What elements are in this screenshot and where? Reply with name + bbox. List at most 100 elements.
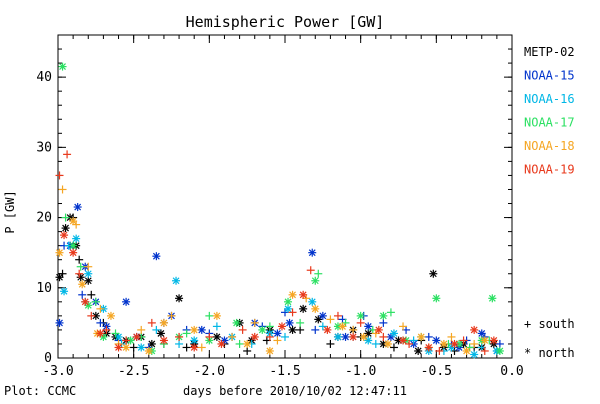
- point-north-noaa-19: [96, 329, 105, 338]
- point-north-noaa-17: [69, 241, 78, 250]
- point-north-noaa-19: [424, 343, 433, 352]
- point-south-noaa-17: [111, 329, 120, 338]
- point-north-noaa-18: [190, 325, 199, 334]
- point-north-noaa-15: [122, 297, 131, 306]
- point-north-noaa-15: [364, 322, 373, 331]
- point-north-noaa-17: [58, 62, 67, 71]
- x-tick-label: -2.5: [118, 364, 149, 379]
- point-north-noaa-15: [55, 318, 64, 327]
- point-south-noaa-19: [306, 266, 315, 275]
- y-tick-label: 30: [36, 140, 52, 155]
- point-north-noaa-18: [122, 343, 131, 352]
- point-south-noaa-18: [349, 325, 358, 334]
- y-tick-label: 40: [36, 70, 52, 85]
- point-north-noaa-16: [190, 336, 199, 345]
- y-tick-label: 0: [44, 351, 52, 366]
- legend-entry: NOAA-15: [524, 69, 575, 83]
- point-north-metp-02: [175, 294, 184, 303]
- point-north-noaa-19: [374, 325, 383, 334]
- point-north-noaa-19: [299, 290, 308, 299]
- point-north-noaa-18: [78, 280, 87, 289]
- point-south-noaa-19: [379, 332, 388, 341]
- point-north-noaa-15: [285, 318, 294, 327]
- point-north-noaa-19: [399, 336, 408, 345]
- point-north-noaa-18: [383, 339, 392, 348]
- point-north-noaa-18: [359, 332, 368, 341]
- point-south-metp-02: [326, 339, 335, 348]
- point-north-noaa-19: [69, 248, 78, 257]
- point-south-noaa-18: [273, 336, 282, 345]
- point-north-noaa-15: [341, 332, 350, 341]
- point-south-noaa-19: [288, 308, 297, 317]
- point-north-noaa-19: [217, 339, 226, 348]
- point-south-noaa-15: [495, 339, 504, 348]
- point-south-noaa-15: [379, 318, 388, 327]
- point-south-noaa-18: [96, 304, 105, 313]
- point-north-noaa-19: [470, 325, 479, 334]
- hemisphere-legend-entry: + south: [524, 317, 575, 331]
- point-north-noaa-15: [318, 311, 327, 320]
- point-south-noaa-17: [235, 339, 244, 348]
- point-south-noaa-19: [63, 150, 72, 159]
- point-south-noaa-19: [435, 346, 444, 355]
- legend-entry: NOAA-19: [524, 163, 575, 177]
- point-north-noaa-17: [258, 325, 267, 334]
- point-south-noaa-17: [265, 322, 274, 331]
- point-north-noaa-15: [73, 203, 82, 212]
- point-south-noaa-16: [175, 339, 184, 348]
- point-north-noaa-17: [432, 294, 441, 303]
- point-north-noaa-16: [114, 332, 123, 341]
- point-south-noaa-19: [102, 325, 111, 334]
- point-south-noaa-17: [386, 308, 395, 317]
- point-south-noaa-15: [424, 332, 433, 341]
- legend-entry: NOAA-16: [524, 92, 575, 106]
- point-south-noaa-19: [480, 346, 489, 355]
- point-north-noaa-17: [495, 346, 504, 355]
- y-tick-label: 20: [36, 211, 52, 226]
- point-north-noaa-19: [60, 231, 69, 240]
- point-north-metp-02: [364, 329, 373, 338]
- point-south-metp-02: [75, 255, 84, 264]
- point-south-noaa-16: [212, 322, 221, 331]
- point-south-noaa-16: [152, 325, 161, 334]
- point-north-metp-02: [429, 269, 438, 278]
- point-south-noaa-19: [265, 332, 274, 341]
- point-north-noaa-16: [284, 304, 293, 313]
- point-south-noaa-19: [87, 311, 96, 320]
- point-south-noaa-15: [96, 318, 105, 327]
- x-tick-label: -3.0: [42, 364, 73, 379]
- point-south-noaa-15: [311, 325, 320, 334]
- point-north-noaa-17: [379, 311, 388, 320]
- point-north-noaa-17: [284, 297, 293, 306]
- point-south-noaa-17: [91, 297, 100, 306]
- x-tick-label: -1.5: [269, 364, 300, 379]
- point-south-noaa-17: [182, 329, 191, 338]
- point-north-metp-02: [414, 346, 423, 355]
- point-north-noaa-17: [311, 276, 320, 285]
- point-north-noaa-15: [308, 248, 317, 257]
- y-axis-label: P [GW]: [3, 190, 17, 233]
- point-south-noaa-17: [314, 269, 323, 278]
- point-north-noaa-17: [232, 318, 241, 327]
- x-tick-label: 0.0: [500, 364, 523, 379]
- point-north-noaa-19: [250, 332, 259, 341]
- point-north-noaa-16: [364, 336, 373, 345]
- point-north-metp-02: [156, 329, 165, 338]
- point-north-noaa-19: [114, 343, 123, 352]
- data-points: [55, 62, 504, 359]
- x-axis-label: days before 2010/10/02 12:47:11: [183, 384, 407, 398]
- point-south-metp-02: [389, 343, 398, 352]
- point-north-noaa-16: [137, 343, 146, 352]
- point-south-noaa-18: [58, 185, 67, 194]
- point-south-noaa-16: [318, 322, 327, 331]
- point-north-noaa-18: [265, 346, 274, 355]
- point-north-noaa-19: [349, 332, 358, 341]
- point-south-noaa-16: [281, 332, 289, 341]
- hemisphere-legend-entry: * north: [524, 346, 575, 360]
- point-south-noaa-19: [333, 311, 342, 320]
- point-south-noaa-18: [326, 315, 335, 324]
- point-south-noaa-18: [137, 325, 146, 334]
- legend-entry: NOAA-17: [524, 116, 575, 130]
